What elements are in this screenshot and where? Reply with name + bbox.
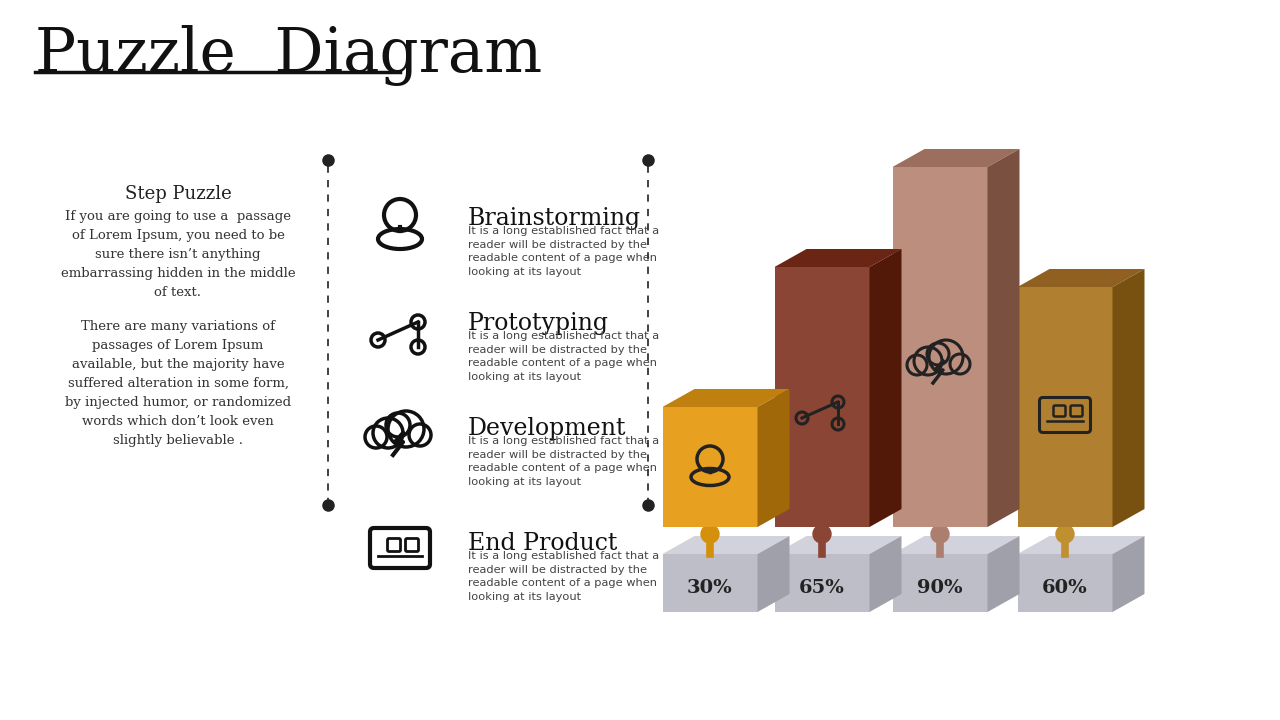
FancyBboxPatch shape <box>1039 397 1091 433</box>
Circle shape <box>1056 525 1074 543</box>
Polygon shape <box>1112 536 1144 612</box>
Polygon shape <box>1018 287 1112 527</box>
Circle shape <box>950 354 970 374</box>
Circle shape <box>388 411 424 447</box>
Circle shape <box>410 424 431 446</box>
Polygon shape <box>1018 554 1112 612</box>
Polygon shape <box>774 249 901 267</box>
Polygon shape <box>1018 536 1144 554</box>
Polygon shape <box>892 167 987 527</box>
FancyBboxPatch shape <box>1053 405 1065 416</box>
Polygon shape <box>663 389 790 407</box>
Text: Puzzle  Diagram: Puzzle Diagram <box>35 25 543 86</box>
Text: Step Puzzle: Step Puzzle <box>124 185 232 203</box>
Circle shape <box>908 355 927 375</box>
Polygon shape <box>663 554 758 612</box>
Text: Brainstorming: Brainstorming <box>468 207 641 230</box>
FancyBboxPatch shape <box>1070 405 1083 416</box>
Polygon shape <box>1112 269 1144 527</box>
Polygon shape <box>987 149 1019 527</box>
Circle shape <box>929 340 963 374</box>
Polygon shape <box>663 536 790 554</box>
Text: 90%: 90% <box>918 579 963 597</box>
Polygon shape <box>774 536 901 554</box>
FancyBboxPatch shape <box>388 539 401 552</box>
Text: 30%: 30% <box>687 579 733 597</box>
Circle shape <box>387 413 410 437</box>
Polygon shape <box>774 554 869 612</box>
Circle shape <box>365 426 387 448</box>
Polygon shape <box>892 536 1019 554</box>
Polygon shape <box>758 536 790 612</box>
Text: It is a long established fact that a
reader will be distracted by the
readable c: It is a long established fact that a rea… <box>468 331 659 382</box>
Text: Development: Development <box>468 417 626 440</box>
Text: 65%: 65% <box>799 579 845 597</box>
Circle shape <box>701 525 719 543</box>
Polygon shape <box>1018 269 1144 287</box>
Circle shape <box>813 525 831 543</box>
Text: It is a long established fact that a
reader will be distracted by the
readable c: It is a long established fact that a rea… <box>468 551 659 602</box>
Polygon shape <box>987 536 1019 612</box>
Text: End Product: End Product <box>468 532 617 555</box>
Polygon shape <box>869 249 901 527</box>
Polygon shape <box>869 536 901 612</box>
Text: 60%: 60% <box>1042 579 1088 597</box>
Polygon shape <box>758 389 790 527</box>
Circle shape <box>914 347 942 375</box>
Polygon shape <box>774 267 869 527</box>
Polygon shape <box>663 407 758 527</box>
Polygon shape <box>892 554 987 612</box>
Text: If you are going to use a  passage
of Lorem Ipsum, you need to be
sure there isn: If you are going to use a passage of Lor… <box>60 210 296 299</box>
Text: It is a long established fact that a
reader will be distracted by the
readable c: It is a long established fact that a rea… <box>468 436 659 487</box>
FancyBboxPatch shape <box>406 539 419 552</box>
Text: There are many variations of
passages of Lorem Ipsum
available, but the majority: There are many variations of passages of… <box>65 320 291 447</box>
Circle shape <box>927 343 948 365</box>
Text: It is a long established fact that a
reader will be distracted by the
readable c: It is a long established fact that a rea… <box>468 226 659 276</box>
Polygon shape <box>892 149 1019 167</box>
Circle shape <box>931 525 948 543</box>
Circle shape <box>372 418 403 448</box>
Text: Prototyping: Prototyping <box>468 312 609 335</box>
FancyBboxPatch shape <box>370 528 430 568</box>
